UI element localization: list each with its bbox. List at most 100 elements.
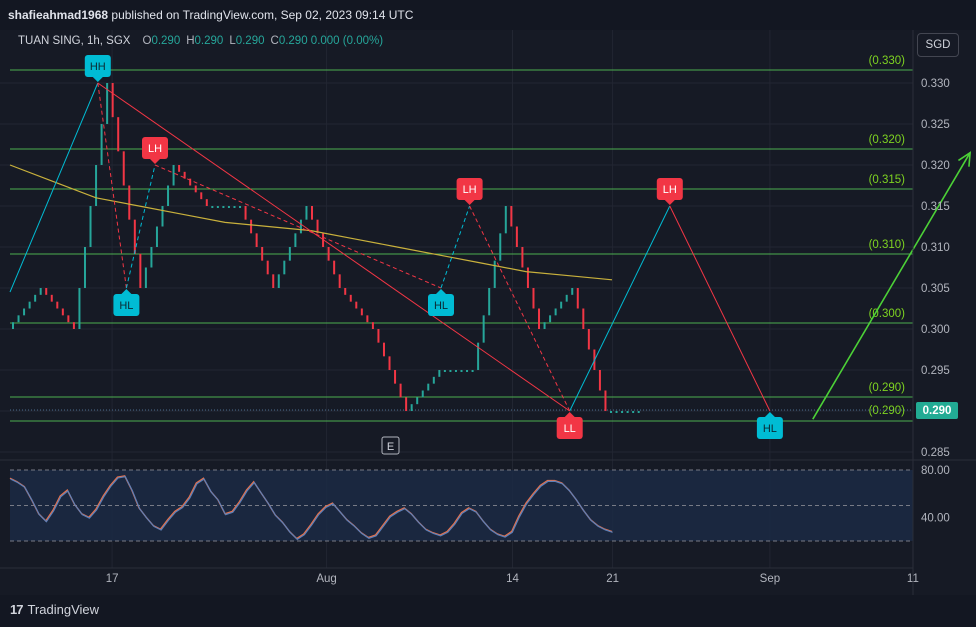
price-bar bbox=[39, 288, 42, 295]
close-label: C bbox=[270, 35, 279, 47]
swing-line-red bbox=[669, 205, 771, 412]
price-bar bbox=[515, 226, 518, 247]
price-bar bbox=[543, 322, 546, 329]
horizontal-levels: (0.330) (0.320) (0.315) (0.310) (0.300) (0.29… bbox=[10, 55, 913, 422]
price-bar bbox=[482, 315, 485, 343]
swing-marker-label: LL bbox=[564, 423, 576, 435]
tradingview-brand: TradingView bbox=[27, 602, 100, 617]
earnings-marker-box bbox=[381, 436, 400, 455]
price-bar bbox=[23, 308, 26, 316]
swing-marker-label: HH bbox=[90, 61, 106, 73]
level-label-3: (0.310) bbox=[869, 239, 906, 251]
oscillator-signal-line bbox=[9, 475, 613, 540]
price-tick-label: 0.285 bbox=[921, 447, 950, 459]
price-bar bbox=[355, 301, 358, 309]
swing-line-red bbox=[97, 82, 570, 412]
price-bar bbox=[17, 315, 20, 323]
swing-marker-box bbox=[756, 417, 783, 439]
swing-line-teal bbox=[9, 82, 99, 293]
time-tick-label: 17 bbox=[106, 573, 119, 585]
oscillator-tick-label: 40.00 bbox=[921, 512, 950, 524]
swing-line-dashed bbox=[154, 164, 442, 289]
price-bar bbox=[277, 274, 280, 288]
time-tick-label: 14 bbox=[506, 573, 519, 585]
price-bar bbox=[587, 329, 590, 350]
price-bar bbox=[233, 206, 236, 208]
last-price-badge-label: 0.290 bbox=[923, 405, 952, 417]
price-bar bbox=[538, 308, 541, 329]
swing-marker-box bbox=[556, 417, 583, 439]
price-bar bbox=[106, 83, 109, 124]
swing-marker-label: HL bbox=[763, 423, 777, 435]
swing-marker-lh: LH bbox=[656, 178, 683, 205]
level-label-4: (0.300) bbox=[869, 308, 906, 320]
swing-marker-hl: HL bbox=[756, 412, 783, 439]
price-bar bbox=[460, 370, 463, 372]
swing-marker-hh: HH bbox=[84, 55, 111, 82]
projection-arrow-line bbox=[812, 152, 971, 420]
price-tick-label: 0.305 bbox=[921, 283, 950, 295]
swing-marker-pointer bbox=[464, 200, 475, 205]
price-bar bbox=[477, 342, 480, 370]
tradingview-logo[interactable]: 17 TradingView bbox=[10, 602, 99, 617]
price-bar bbox=[316, 219, 319, 234]
price-bar bbox=[405, 397, 408, 411]
price-bar bbox=[56, 301, 59, 309]
price-bar bbox=[576, 288, 579, 309]
price-bar bbox=[78, 288, 81, 329]
swing-line-teal bbox=[569, 205, 671, 412]
swing-marker-label: LH bbox=[148, 143, 162, 155]
price-bar bbox=[311, 206, 313, 220]
level-label-2: (0.315) bbox=[869, 174, 906, 186]
price-bar bbox=[283, 260, 286, 275]
price-bar bbox=[222, 206, 225, 208]
swing-line-dashed bbox=[469, 205, 571, 412]
level-label-1: (0.320) bbox=[869, 134, 906, 146]
price-bar bbox=[194, 185, 197, 193]
price-bar bbox=[189, 178, 192, 186]
price-bar bbox=[432, 376, 435, 384]
swing-line-dashed bbox=[125, 164, 156, 289]
price-bar bbox=[610, 411, 612, 413]
price-bar bbox=[626, 411, 629, 413]
swing-marker-box bbox=[656, 178, 683, 200]
swing-marker-pointer bbox=[664, 200, 675, 205]
level-label-6: (0.290) bbox=[869, 405, 906, 417]
price-bar bbox=[615, 411, 618, 413]
swing-marker-pointer bbox=[764, 412, 775, 417]
level-label-5: (0.290) bbox=[869, 382, 906, 394]
price-bar bbox=[532, 288, 535, 309]
price-bar bbox=[333, 260, 336, 275]
earnings-marker-label: E bbox=[387, 441, 394, 453]
swing-marker-label: HL bbox=[434, 300, 448, 312]
price-bar bbox=[416, 397, 419, 405]
swing-marker-lh: LH bbox=[456, 178, 483, 205]
price-bar bbox=[493, 260, 496, 288]
swing-marker-ll: LL bbox=[556, 412, 583, 439]
level-label-0: (0.330) bbox=[869, 55, 906, 67]
price-bar bbox=[89, 206, 92, 247]
price-bar bbox=[621, 411, 624, 413]
price-tick-label: 0.325 bbox=[921, 119, 950, 131]
low-value: 0.290 bbox=[235, 35, 265, 47]
price-bar bbox=[178, 165, 181, 172]
price-bar bbox=[244, 206, 247, 220]
close-value: 0.290 bbox=[278, 35, 308, 47]
price-bar bbox=[565, 294, 568, 302]
price-bar bbox=[255, 233, 258, 247]
oscillator-line bbox=[10, 476, 613, 541]
price-bar bbox=[394, 370, 397, 384]
symbol-name[interactable]: TUAN SING, 1h, SGX bbox=[18, 35, 131, 47]
currency-button[interactable]: SGD bbox=[917, 33, 959, 57]
swing-marker-lh: LH bbox=[142, 137, 168, 164]
swing-marker-box bbox=[142, 137, 168, 159]
price-tick-label: 0.310 bbox=[921, 242, 950, 254]
open-value: 0.290 bbox=[151, 35, 181, 47]
price-bar bbox=[95, 165, 98, 206]
published-text: published on TradingView.com, Sep 02, 20… bbox=[111, 8, 414, 22]
publisher-name[interactable]: shafieahmad1968 bbox=[8, 8, 109, 22]
price-bar bbox=[410, 404, 413, 411]
price-bar bbox=[526, 267, 529, 288]
price-bar bbox=[366, 315, 369, 323]
